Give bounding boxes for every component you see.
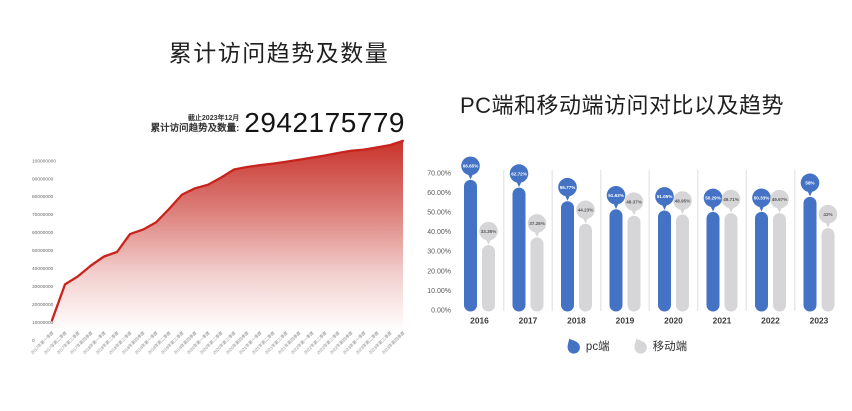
mobile-value-bubble — [527, 214, 547, 233]
pct-axis-tick-label: 50.00% — [427, 210, 451, 217]
y-axis-tick-label: 80000000 — [32, 194, 54, 200]
mobile-bar — [482, 245, 495, 312]
pc-mobile-panel: PC端和移动端访问对比以及趋势 0.00% 10.00% 20.00% 30.00% 4… — [426, 0, 852, 411]
pct-axis-tick-label: 60.00% — [427, 190, 451, 197]
y-axis-tick-label: 100000000 — [32, 158, 56, 164]
y-axis-tick-label: 20000000 — [32, 302, 54, 308]
cumulative-line — [50, 139, 405, 322]
mobile-bar — [821, 228, 835, 312]
pc-value-label: 62.72% — [511, 171, 527, 176]
pc-value-bubble — [509, 164, 529, 183]
pc-value-bubble — [752, 188, 771, 208]
y-axis-tick-label: 10000000 — [32, 320, 54, 326]
year-label: 2021 — [713, 316, 732, 326]
pc-value-label: 58% — [805, 181, 814, 186]
pc-value-label: 66.65% — [463, 164, 479, 169]
pc-value-bubble — [461, 156, 480, 176]
pct-axis-tick-label: 20.00% — [427, 268, 451, 275]
mobile-value-bubble — [624, 192, 644, 211]
mobile-drop-icon — [634, 338, 647, 354]
cumulative-area — [52, 140, 403, 336]
mobile-value-label: 42% — [823, 212, 832, 217]
pc-bar — [755, 211, 768, 312]
pc-value-bubble — [558, 177, 577, 197]
year-label: 2019 — [616, 316, 635, 326]
legend-item-mobile: 移动端 — [632, 337, 688, 355]
year-label: 2020 — [664, 316, 683, 326]
legend-item-pc: pc端 — [565, 337, 610, 355]
pc-drop-icon — [567, 338, 580, 354]
pc-bar — [658, 210, 671, 312]
cumulative-area-chart: 0 10000000 20000000 30000000 40000000 5000000… — [29, 139, 407, 356]
y-axis-tick-label: 0 — [32, 338, 35, 344]
legend-label-mobile: 移动端 — [652, 341, 688, 353]
mobile-value-bubble — [818, 204, 838, 224]
mobile-value-bubble — [673, 191, 692, 210]
pc-bar — [512, 187, 526, 312]
year-label: 2023 — [810, 316, 829, 326]
mobile-value-label: 48.37% — [626, 199, 642, 204]
pc-value-bubble — [703, 188, 723, 208]
year-label: 2017 — [519, 316, 538, 326]
year-label: 2018 — [567, 316, 586, 326]
cumulative-visits-panel: 累计访问趋势及数量 截止2023年12月 累计访问趋势及数量: 29421757… — [29, 40, 407, 356]
pc-bar — [464, 179, 477, 312]
pc-bar — [803, 196, 817, 312]
y-axis-tick-label: 40000000 — [32, 266, 54, 272]
pc-value-label: 50.33% — [754, 196, 770, 201]
mobile-bar — [579, 223, 592, 312]
legend-label-pc: pc端 — [585, 341, 610, 353]
mobile-value-label: 48.95% — [675, 198, 691, 203]
pct-axis-tick-label: 70.00% — [427, 170, 451, 177]
pc-value-label: 55.77% — [560, 185, 576, 190]
mobile-value-label: 49.71% — [723, 197, 739, 202]
y-axis-tick-label: 30000000 — [32, 284, 54, 290]
mobile-bar — [676, 214, 689, 312]
mobile-value-label: 33.35% — [481, 229, 497, 234]
comparison-bar-chart: 0.00% 10.00% 20.00% 30.00% 40.00% 50.00% 60.00… — [427, 156, 838, 326]
pc-bar — [609, 209, 623, 312]
year-label: 2016 — [470, 316, 489, 326]
year-label: 2022 — [761, 316, 780, 326]
cumulative-stat: 截止2023年12月 累计访问趋势及数量: 2942175779 — [130, 107, 405, 138]
mobile-value-label: 44.23% — [578, 208, 594, 213]
pc-value-label: 51.63% — [608, 193, 624, 198]
mobile-value-bubble — [576, 200, 595, 220]
pc-value-bubble — [655, 187, 674, 206]
pct-axis-tick-label: 10.00% — [427, 288, 451, 295]
mobile-bar — [773, 213, 786, 312]
pct-axis-tick-label: 40.00% — [427, 229, 451, 236]
mobile-bar — [627, 215, 641, 312]
mobile-bar — [724, 213, 738, 312]
y-axis-tick-label: 60000000 — [32, 230, 54, 236]
comparison-chart-title: PC端和移动端访问对比以及趋势 — [459, 93, 785, 118]
pc-value-bubble — [606, 186, 626, 205]
mobile-bar — [530, 237, 544, 312]
y-axis-tick-label: 70000000 — [32, 212, 54, 218]
stat-asof-caption: 截止2023年12月 — [187, 115, 240, 122]
pc-value-label: 51.05% — [657, 194, 673, 199]
pc-value-label: 50.29% — [705, 196, 721, 201]
stat-total-value: 2942175779 — [244, 107, 405, 138]
mobile-value-bubble — [479, 221, 498, 241]
pc-value-bubble — [800, 173, 820, 193]
y-axis-tick-label: 50000000 — [32, 248, 54, 254]
mobile-value-label: 49.67% — [772, 197, 788, 202]
mobile-value-bubble — [721, 189, 741, 209]
y-axis-tick-label: 90000000 — [32, 176, 54, 182]
mobile-value-bubble — [770, 189, 789, 209]
cumulative-chart-title: 累计访问趋势及数量 — [168, 40, 390, 66]
pct-axis-tick-label: 0.00% — [431, 308, 451, 315]
chart-legend: pc端 移动端 — [426, 337, 826, 355]
stat-metric-caption: 累计访问趋势及数量: — [150, 123, 240, 134]
mobile-value-label: 37.28% — [529, 221, 545, 226]
stat-captions: 截止2023年12月 累计访问趋势及数量: — [151, 114, 240, 135]
pc-bar — [706, 211, 720, 312]
pct-axis-tick-label: 30.00% — [427, 249, 451, 256]
pc-bar — [561, 201, 574, 312]
